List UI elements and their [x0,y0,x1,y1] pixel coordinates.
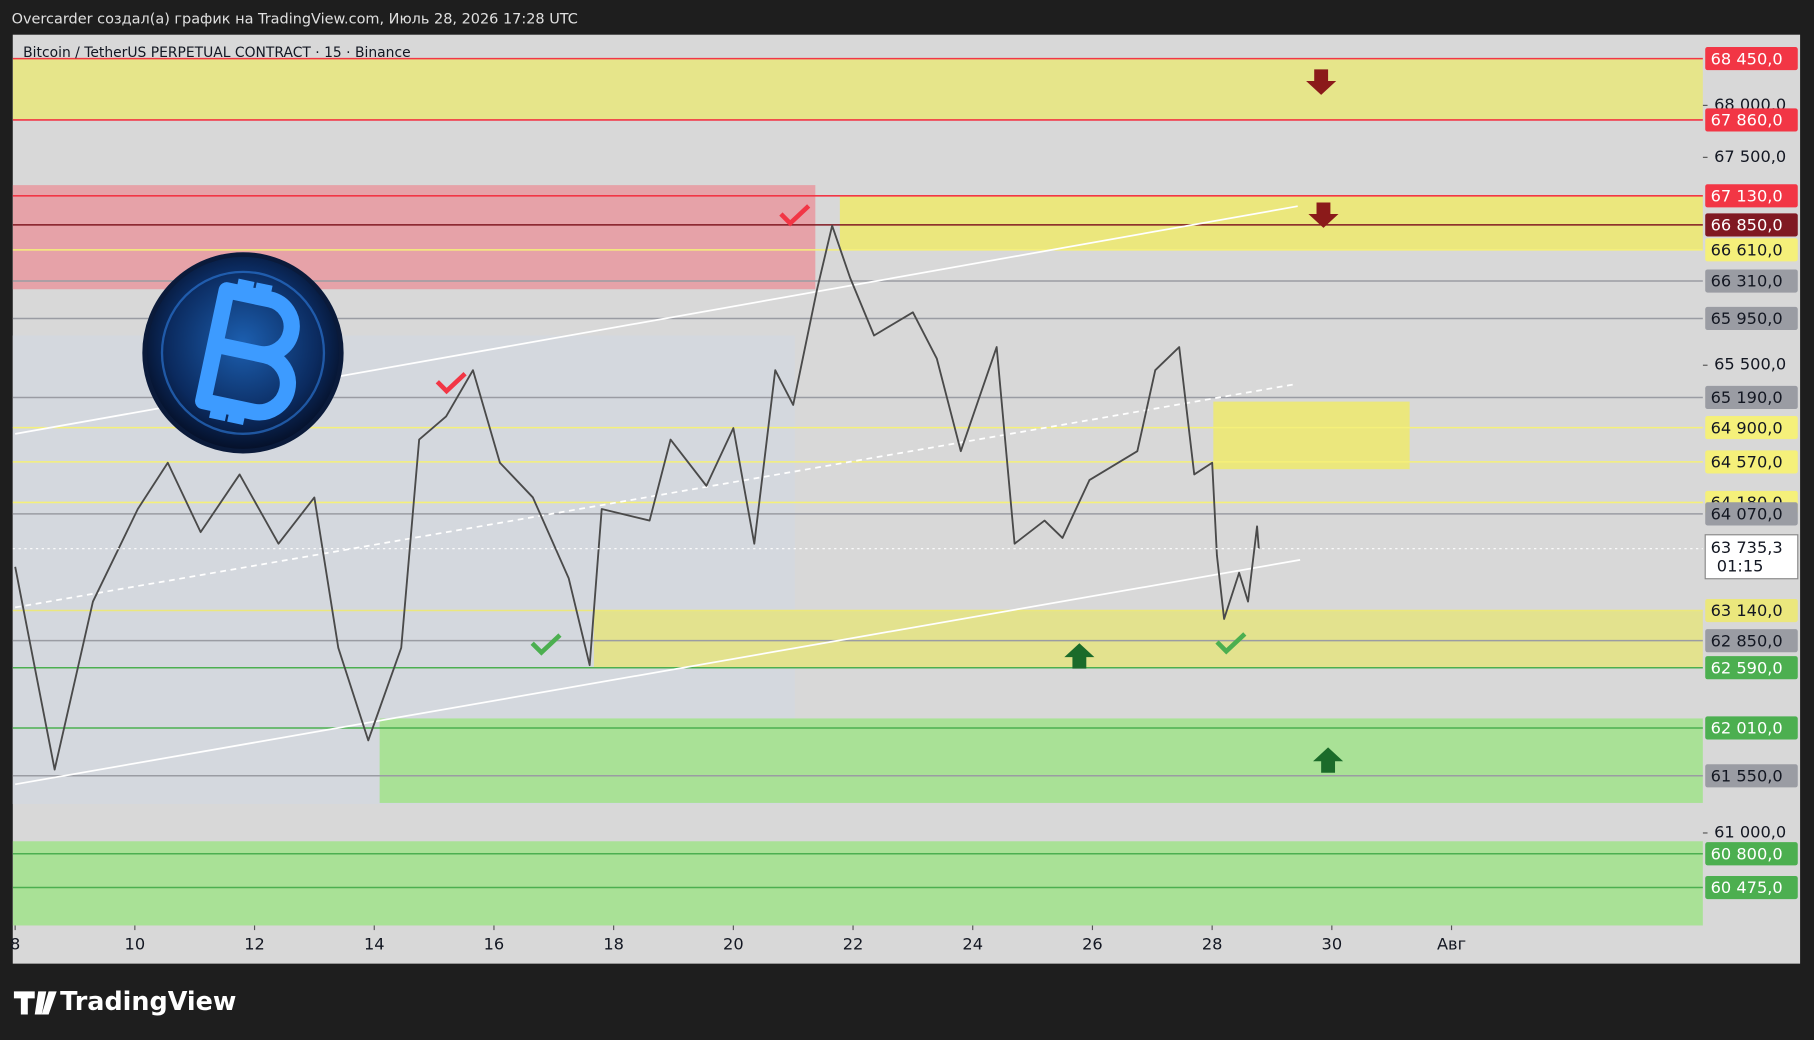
level-label: 67 130,0 [1711,186,1783,205]
arrow-up [1313,747,1344,773]
zone [12,841,1703,926]
level-label-box [1705,184,1798,208]
level-label-box [1705,502,1798,526]
y-tick-label: 67 500,0 [1714,147,1786,166]
x-tick-label: 18 [603,935,624,954]
arrow-down [1306,69,1337,95]
bitcoin-symbol [195,278,300,425]
footer-brand: TradingView [60,987,236,1017]
check-mark [530,633,562,656]
check-mark [779,204,811,227]
level-label: 63 140,0 [1711,601,1783,620]
x-tick-label: 8 [10,935,20,954]
x-tick-label: 24 [962,935,983,954]
level-label-box [1705,213,1798,237]
x-tick-label: 16 [484,935,505,954]
y-tick-label: 65 500,0 [1714,355,1786,374]
decorations [142,69,1344,773]
level-label: 66 310,0 [1711,272,1783,291]
level-label-box [1705,716,1798,740]
zone [839,195,1703,250]
check-mark [435,371,467,395]
level-label: 64 570,0 [1711,453,1783,472]
level-label: 67 860,0 [1711,111,1783,130]
countdown-label: 01:15 [1717,557,1764,576]
x-tick-label: 26 [1082,935,1103,954]
level-label: 64 900,0 [1711,418,1783,437]
plot [12,57,1703,926]
zone [379,718,1703,803]
check-mark [1215,632,1247,655]
x-tick-label: 14 [364,935,385,954]
x-tick-label: 10 [125,935,146,954]
level-label-box [1705,450,1798,474]
zone [12,185,816,290]
level-label: 62 590,0 [1711,658,1783,677]
axes: 68 000,067 500,065 500,061 000,08 10 12 14 1… [10,47,1799,954]
level-label-box [1705,656,1798,680]
x-tick-label: 22 [843,935,864,954]
zone [12,58,1703,120]
tradingview-logo [13,991,57,1015]
current-price-label: 63 735,3 [1711,538,1783,557]
level-label-box [1705,416,1798,440]
zone [1213,401,1410,470]
level-label-box [1705,108,1798,132]
level-label-box [1705,47,1798,71]
trendline [15,559,1301,786]
x-tick-label: Авг [1437,935,1466,954]
level-label: 66 850,0 [1711,216,1783,235]
symbol-title: Bitcoin / TetherUS PERPETUAL CONTRACT · … [23,45,410,61]
level-label: 68 450,0 [1711,49,1783,68]
arrow-down [1308,202,1339,228]
level-label: 62 850,0 [1711,631,1783,650]
level-label: 61 550,0 [1711,766,1783,785]
level-label-box [1705,764,1798,788]
level-label-box [1705,842,1798,866]
arrow-up [1064,643,1095,669]
header-text: Overcarder создал(а) график на TradingVi… [12,12,578,28]
x-tick-label: 30 [1322,935,1343,954]
bitcoin-logo-ring [160,270,326,435]
level-label: 60 800,0 [1711,844,1783,863]
zone [593,610,1703,668]
level-label: 60 475,0 [1711,878,1783,897]
level-label: 62 010,0 [1711,719,1783,738]
level-label: 65 190,0 [1711,388,1783,407]
level-label-box [1705,238,1798,262]
level-label: 64 070,0 [1711,505,1783,524]
x-tick-label: 28 [1202,935,1223,954]
level-label-box [1705,306,1798,331]
current-price-box [1704,534,1799,580]
level-label: 65 950,0 [1711,309,1783,328]
x-tick-label: 20 [723,935,744,954]
x-tick-label: 12 [244,935,265,954]
level-label-box [1705,629,1798,653]
y-tick-label: 61 000,0 [1714,822,1786,841]
level-label: 66 610,0 [1711,241,1783,260]
level-label-box [1705,875,1798,900]
level-label-box [1705,598,1798,623]
level-label-box [1705,269,1798,293]
level-label-box [1705,385,1798,410]
price-line [14,224,1260,771]
